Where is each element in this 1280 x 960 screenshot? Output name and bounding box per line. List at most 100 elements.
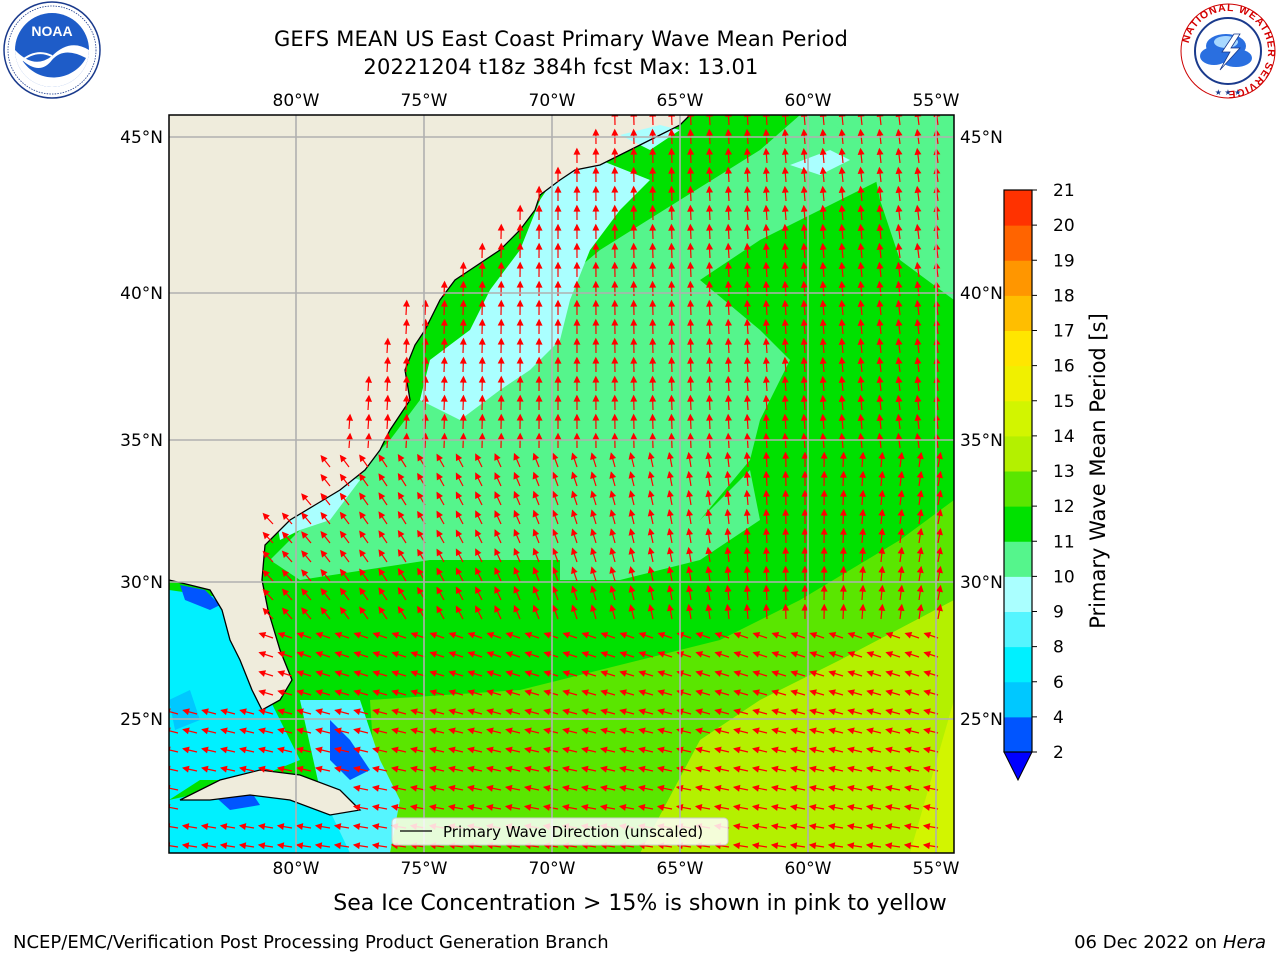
wave-arrowhead [320,454,328,463]
wave-arrowhead [410,746,418,754]
colorbar-tick-label: 14 [1053,427,1075,447]
wave-arrowhead [478,299,486,307]
wave-arrowhead [828,708,836,716]
wave-arrowhead [762,166,770,174]
wave-arrowhead [809,631,818,639]
wave-arrowhead [417,567,424,576]
wave-arrowhead [857,166,865,175]
wave-arrowhead [532,528,540,537]
wave-arrowhead [647,528,655,536]
wave-arrowhead [609,452,617,460]
wave-arrowhead [475,548,482,557]
wave-arrowhead [859,546,867,554]
wave-arrowhead [705,508,713,517]
colorbar-segment [1004,541,1032,577]
wave-arrowhead [459,261,467,269]
wave-arrowhead [801,527,809,535]
wave-arrowhead [706,280,714,288]
wave-arrowhead [262,550,270,559]
wave-arrowhead [410,727,418,735]
wave-arrowhead [638,746,646,754]
colorbar-segment [1004,716,1032,753]
wave-arrowhead [771,765,779,773]
wave-arrowhead [637,804,646,811]
wave-arrowhead [649,261,657,269]
wave-arrowhead [846,784,855,792]
wave-arrowhead [429,746,437,754]
wave-arrowhead [581,746,589,754]
wave-arrowhead [410,670,419,677]
wave-arrowhead [590,452,597,460]
wave-arrowhead [687,375,695,383]
wave-arrowhead [478,356,486,364]
wave-arrowhead [611,299,619,307]
wave-arrowhead [770,842,779,850]
wave-arrowhead [516,223,524,231]
wave-arrowhead [391,689,399,696]
wave-arrowhead [440,280,448,288]
wave-arrowhead [668,128,676,136]
wave-arrowhead [827,804,836,811]
wave-arrowhead [666,508,674,517]
wave-arrowhead [763,470,770,478]
wave-arrowhead [743,261,751,269]
wave-arrowhead [897,565,905,574]
wave-arrowhead [714,670,723,677]
wave-arrowhead [820,546,828,554]
wave-arrowhead [771,631,780,639]
wave-arrowhead [478,318,486,326]
land-east-us [169,115,690,710]
wave-arrowhead [543,765,551,773]
wave-arrowhead [705,527,713,536]
wave-arrowhead [455,567,463,576]
wave-arrowhead [359,549,366,558]
wave-arrowhead [590,509,597,517]
wave-arrowhead [732,804,741,811]
wave-arrowhead [782,527,790,535]
wave-arrowhead [571,566,578,575]
wave-arrowhead [609,547,617,555]
wave-arrowhead [885,708,893,716]
wave-arrowhead [838,223,846,231]
lat-label-left: 40°N [120,284,163,304]
wave-arrowhead [800,147,808,155]
wave-arrowhead [695,708,703,716]
wave-arrowhead [466,784,475,792]
wave-arrowhead [838,166,846,174]
wave-arrowhead [801,489,809,497]
wave-arrowhead [705,584,713,593]
wave-arrowhead [637,784,646,792]
wave-arrowhead [320,606,328,615]
wave-arrowhead [262,588,270,597]
wave-arrowhead [695,670,704,677]
wave-arrowhead [440,318,448,326]
wave-arrowhead [904,746,912,754]
wave-arrowhead [724,451,732,460]
colorbar-segment [1004,471,1032,507]
wave-arrowhead [384,432,391,440]
wave-arrowhead [838,318,846,326]
wave-arrowhead [581,765,589,773]
wave-arrowhead [847,708,855,716]
wave-arrowhead [571,452,578,461]
wave-arrowhead [486,631,495,639]
wave-arrow [860,115,863,126]
wave-arrowhead [725,185,732,193]
wave-arrowhead [497,356,505,364]
wave-arrowhead [916,603,924,612]
wave-arrowhead [914,147,922,156]
wave-arrowhead [562,689,570,696]
wave-arrowhead [590,604,597,612]
wave-arrowhead [371,842,380,850]
wave-arrowhead [524,670,533,677]
wave-arrowhead [475,605,482,614]
colorbar-segment [1004,400,1032,437]
wave-arrowhead [705,451,713,460]
colorbar-segment [1004,576,1032,612]
wave-arrowhead [638,708,646,716]
wave-arrowhead [733,746,741,754]
wave-arrowhead [923,670,932,677]
wave-arrowhead [936,489,943,498]
wave-arrowhead [743,394,751,402]
coastline-cuba [179,769,362,816]
